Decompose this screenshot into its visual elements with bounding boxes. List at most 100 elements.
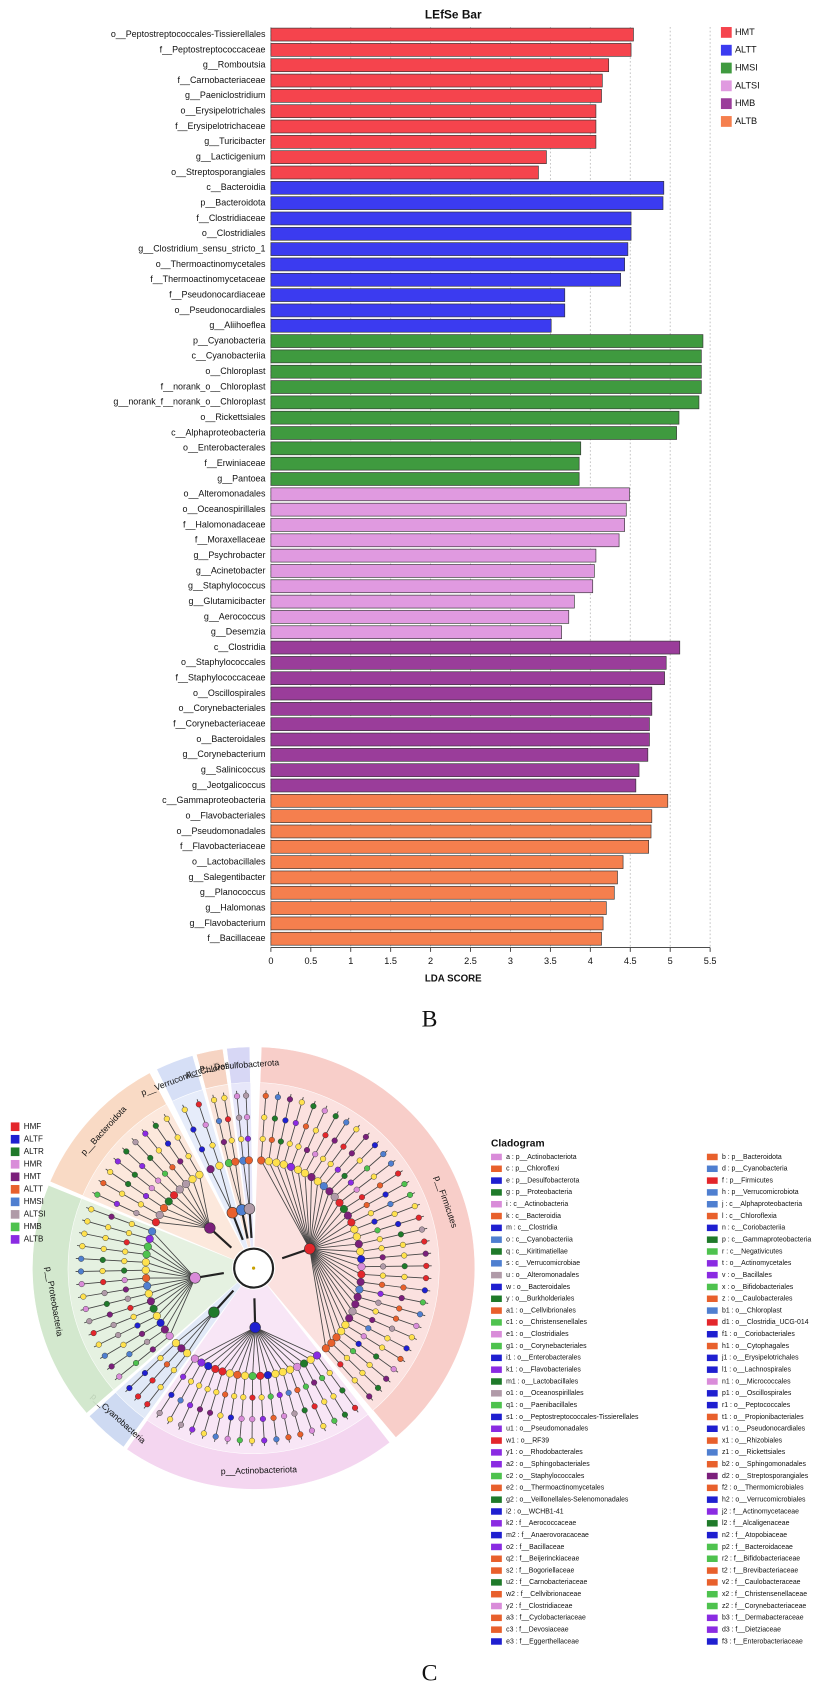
clade-node — [411, 1203, 418, 1210]
clade-node — [155, 1177, 162, 1184]
legend-swatch — [10, 1197, 20, 1207]
clade-node — [204, 1386, 211, 1393]
branch — [226, 1374, 238, 1445]
legend-swatch — [491, 1614, 502, 1622]
branch — [76, 1277, 147, 1285]
branch — [309, 1248, 342, 1332]
clade-node — [384, 1335, 391, 1342]
branch — [242, 1160, 250, 1209]
clade-node — [195, 1170, 204, 1179]
legend-swatch — [706, 1579, 718, 1586]
y-tick-label: f__Pseudonocardiaceae — [169, 289, 265, 299]
y-tick-label: g__Psychrobacter — [193, 550, 265, 560]
legend-swatch — [706, 1638, 718, 1645]
legend-label: b3 : f__Dermabacteraceae — [722, 1615, 804, 1622]
branch — [145, 1261, 196, 1279]
legend-label: f : p__Firmicutes — [722, 1177, 773, 1184]
legend-label: b : p__Bacteroidota — [722, 1154, 782, 1161]
legend-label: ALTR — [24, 1147, 44, 1156]
bar — [270, 916, 604, 931]
clade-node — [207, 1409, 214, 1416]
branch — [99, 1322, 161, 1359]
clade-node — [156, 1318, 165, 1327]
clade-node — [212, 1433, 219, 1440]
clade-node — [376, 1236, 383, 1243]
legend-swatch — [706, 1401, 718, 1409]
branch — [309, 1196, 336, 1249]
legend-swatch — [706, 1531, 718, 1539]
y-tick-label: o__Streptosporangiales — [171, 167, 266, 177]
clade-node — [181, 1106, 188, 1113]
clade-node — [334, 1166, 341, 1173]
clade-node — [217, 1412, 224, 1419]
y-tick-label: g__Planococcus — [200, 887, 266, 897]
y-tick-label: g__Turicibacter — [204, 136, 265, 146]
bar — [270, 885, 615, 900]
clade-node — [353, 1186, 360, 1193]
branch — [141, 1129, 187, 1185]
clade-node — [311, 1379, 318, 1386]
clade-node — [327, 1338, 336, 1347]
clade-node — [144, 1401, 151, 1408]
bar — [270, 855, 624, 869]
clade-node — [331, 1417, 338, 1424]
legend-swatch — [491, 1602, 502, 1610]
legend-swatch — [491, 1437, 502, 1444]
bar — [270, 732, 650, 747]
bar — [270, 104, 597, 118]
bar — [270, 242, 629, 256]
y-tick-label: f__Peptostreptococcaceae — [160, 44, 266, 54]
branch — [84, 1300, 152, 1324]
legend-label: ALTSI — [735, 80, 760, 90]
clade-node — [423, 1262, 430, 1269]
legend-label: z1 : o__Rickettsiales — [722, 1449, 786, 1456]
clade-node — [130, 1313, 137, 1320]
legend-swatch — [491, 1626, 502, 1633]
branch — [309, 1248, 337, 1338]
bar — [270, 73, 603, 88]
branch — [196, 1099, 220, 1166]
clade-node — [321, 1344, 330, 1353]
clade-node — [249, 1394, 256, 1401]
y-tick-label: o__Staphylococcales — [181, 657, 266, 667]
bar — [270, 901, 607, 915]
clade-node — [341, 1411, 348, 1418]
clade-node — [262, 1092, 269, 1099]
branch — [254, 1327, 318, 1356]
clade-node — [302, 1383, 309, 1390]
clade-node — [392, 1315, 400, 1322]
y-tick-label: o__Lactobacillales — [192, 856, 266, 866]
y-tick-label: g__Salinicoccus — [201, 765, 266, 775]
clade-node — [224, 1435, 231, 1442]
bar — [270, 824, 652, 839]
clade-node — [180, 1373, 187, 1380]
clade-node — [225, 1369, 234, 1378]
legend-swatch — [491, 1401, 502, 1409]
legend-label: u1 : o__Pseudomonadales — [506, 1426, 589, 1433]
clade-node — [300, 1359, 309, 1368]
clade-node — [413, 1322, 420, 1329]
clade-node — [382, 1191, 389, 1198]
branch — [163, 1207, 211, 1229]
legend-swatch — [706, 1330, 718, 1338]
clade-node — [397, 1355, 404, 1362]
clade-node — [282, 1117, 289, 1124]
clade-node — [268, 1136, 275, 1143]
legend-label: d : p__Cyanobacteria — [722, 1166, 788, 1173]
clade-sector — [82, 1104, 244, 1260]
clade-node — [165, 1331, 174, 1340]
branch — [267, 1375, 278, 1445]
clade-node — [377, 1182, 384, 1189]
y-tick-label: p__Cyanobacteria — [193, 335, 266, 345]
legend-swatch — [706, 1283, 718, 1291]
legend-swatch — [720, 62, 732, 74]
clade-node — [330, 1393, 337, 1400]
legend-swatch — [491, 1508, 502, 1515]
legend-label: z : o__Caulobacterales — [722, 1296, 793, 1303]
clade-node — [196, 1406, 203, 1413]
clade-node — [202, 1121, 209, 1128]
bar — [270, 671, 665, 686]
clade-node — [218, 1367, 227, 1376]
legend-label: t2 : f__Brevibacteriaceae — [722, 1567, 798, 1574]
clade-node — [141, 1370, 148, 1377]
